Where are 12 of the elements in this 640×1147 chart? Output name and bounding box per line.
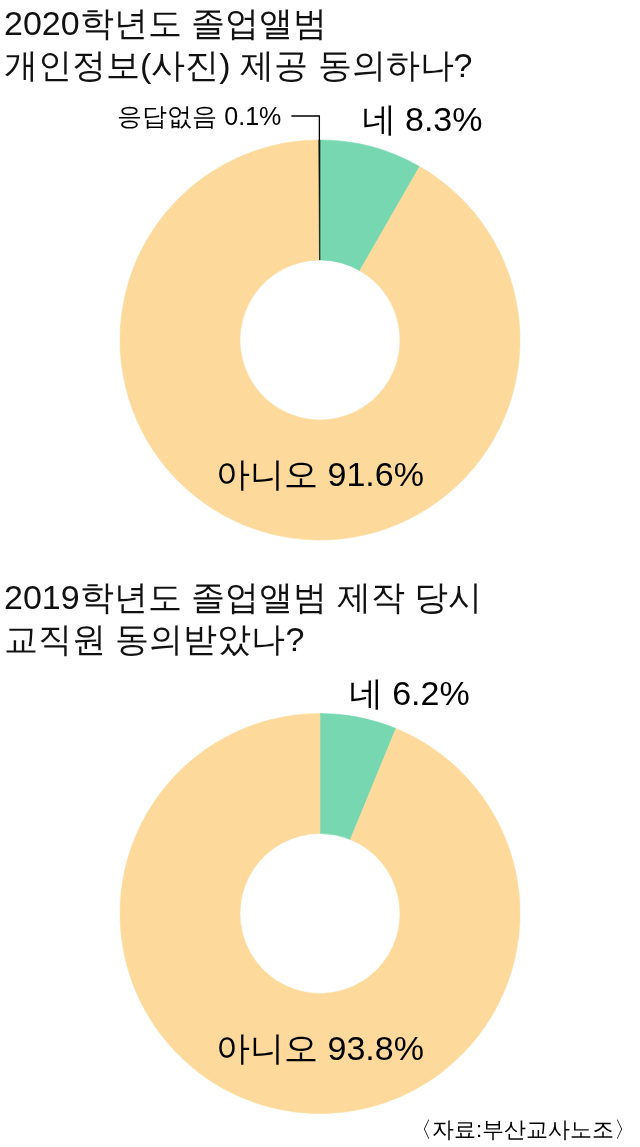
slice-label: 응답없음 0.1% bbox=[117, 102, 282, 130]
chart-title: 2020학년도 졸업앨범 개인정보(사진) 제공 동의하나? bbox=[4, 4, 473, 84]
slice-label: 네 6.2% bbox=[348, 673, 470, 712]
chart-title: 2019학년도 졸업앨범 제작 당시 교직원 동의받았나? bbox=[4, 577, 482, 658]
donut-slice bbox=[119, 139, 521, 540]
slice-label: 아니오 91.6% bbox=[216, 455, 424, 493]
slice-label: 아니오 93.8% bbox=[216, 1028, 424, 1067]
slice-label: 네 8.3% bbox=[361, 100, 483, 138]
donut-slice bbox=[119, 713, 521, 1114]
text: 〈자료:부산교사노조〉 bbox=[409, 1117, 636, 1142]
donut-slice bbox=[319, 713, 397, 840]
donut-slice bbox=[319, 139, 420, 271]
